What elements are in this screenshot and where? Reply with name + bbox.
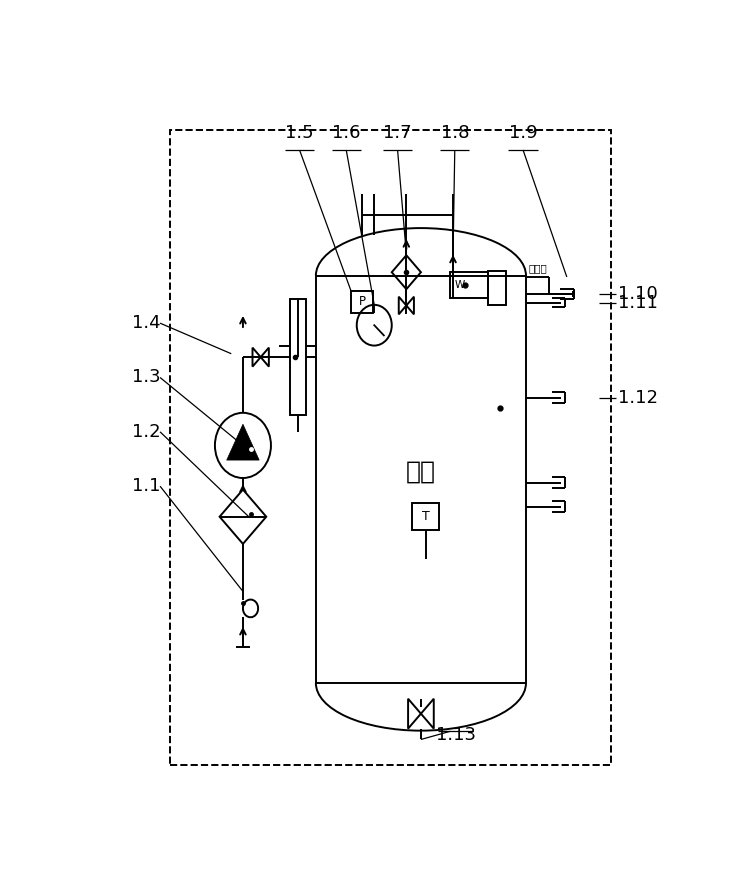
Text: 1.5: 1.5 [285, 123, 314, 142]
Text: 1.7: 1.7 [383, 123, 412, 142]
Text: 1.10: 1.10 [618, 285, 658, 303]
Bar [488, 271, 505, 305]
Text: T: T [422, 510, 429, 523]
Bar [316, 275, 526, 684]
Text: 1.8: 1.8 [441, 123, 469, 142]
Polygon shape [227, 424, 259, 460]
Bar [290, 299, 306, 415]
Text: 1.4: 1.4 [132, 314, 160, 333]
Text: 气接口: 气接口 [529, 264, 547, 273]
Text: 1.12: 1.12 [618, 389, 658, 407]
Text: 油筱: 油筱 [406, 460, 436, 483]
Bar [412, 503, 439, 530]
Text: 1.3: 1.3 [132, 369, 160, 386]
Text: 1.2: 1.2 [132, 422, 160, 441]
Bar [351, 290, 373, 313]
Text: 1.13: 1.13 [436, 726, 476, 744]
Text: 1.11: 1.11 [618, 294, 658, 312]
Text: 1.9: 1.9 [509, 123, 538, 142]
Bar [450, 273, 488, 298]
Text: W: W [455, 280, 465, 290]
Text: 1.1: 1.1 [132, 477, 160, 495]
Text: 1.6: 1.6 [332, 123, 361, 142]
Text: P: P [358, 295, 365, 309]
